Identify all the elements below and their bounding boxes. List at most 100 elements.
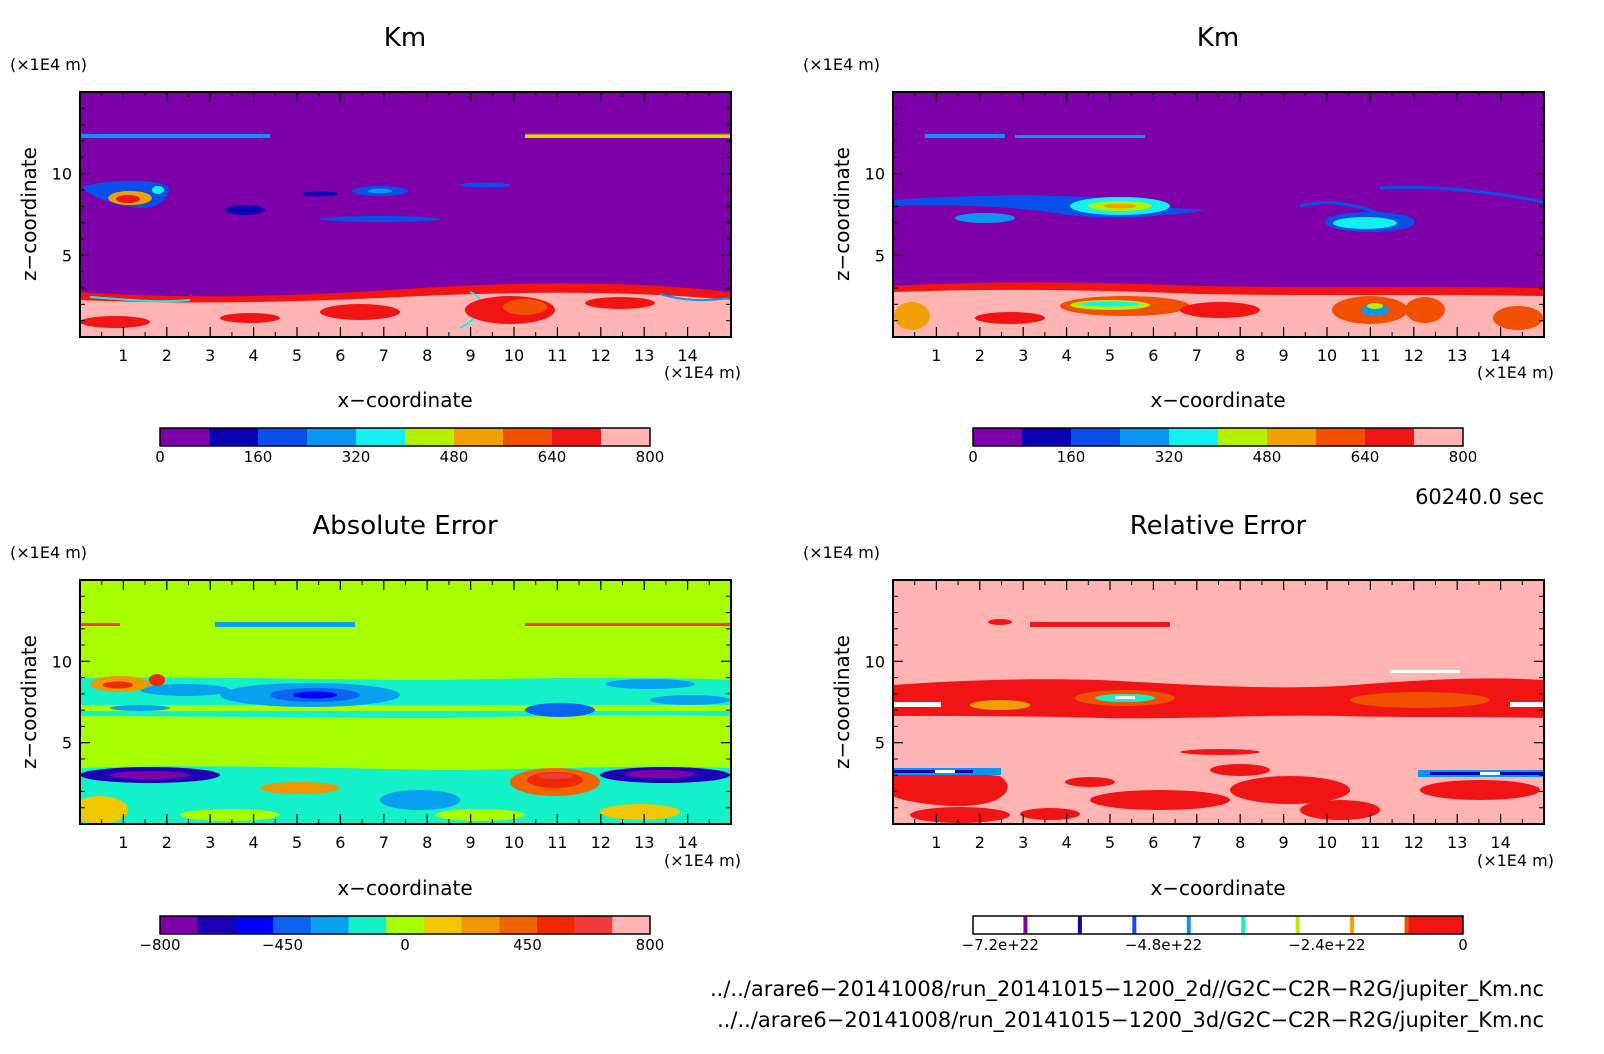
- x-tick-label: 1: [118, 833, 128, 852]
- colorbar-label: −7.2e+22: [962, 936, 1039, 954]
- field-band: [525, 133, 731, 135]
- field-blob: [955, 213, 1015, 223]
- field-blob: [910, 807, 1010, 823]
- field-band: [80, 705, 731, 711]
- field-blob: [116, 195, 140, 203]
- x-tick-label: 10: [504, 833, 524, 852]
- y-unit-label: (×1E4 m): [10, 55, 87, 74]
- x-tick-label: 13: [1447, 346, 1467, 365]
- y-unit-label: (×1E4 m): [803, 543, 880, 562]
- colorbar-swatch: [310, 916, 349, 934]
- x-tick-label: 3: [205, 833, 215, 852]
- field-blob: [625, 770, 695, 778]
- colorbar-swatch: [307, 428, 357, 446]
- field-blob: [1405, 297, 1445, 323]
- x-tick-label: 4: [249, 346, 259, 365]
- file-path-3d: ../../arare6−20141008/run_20141015−1200_…: [717, 1008, 1544, 1033]
- field-band: [893, 770, 973, 773]
- colorbar-swatch: [1241, 916, 1247, 934]
- field-blob: [110, 705, 170, 711]
- colorbar-swatch: [612, 916, 651, 934]
- colorbar-label: 800: [636, 936, 665, 954]
- field-blob: [152, 186, 164, 194]
- field-contour: [1379, 186, 1544, 204]
- field-blob: [503, 299, 547, 315]
- field-blob: [988, 619, 1012, 625]
- field-blob: [1065, 777, 1115, 787]
- x-axis-label: x−coordinate: [337, 876, 472, 900]
- y-tick-label: 5: [62, 246, 72, 265]
- y-axis-label: z−coordinate: [830, 147, 854, 281]
- panel-title: Relative Error: [1130, 511, 1307, 541]
- x-tick-label: 2: [975, 346, 985, 365]
- colorbar-swatch: [1081, 916, 1137, 934]
- x-tick-label: 10: [1317, 346, 1337, 365]
- y-tick-label: 5: [62, 734, 72, 753]
- field-blob: [893, 768, 1008, 807]
- y-axis-label: z−coordinate: [830, 635, 854, 769]
- colorbar-label: 320: [342, 448, 371, 466]
- field-blob: [1367, 303, 1383, 309]
- x-tick-label: 4: [1062, 833, 1072, 852]
- heatmap-km-3d: [893, 92, 1544, 337]
- x-tick-label: 14: [1490, 833, 1510, 852]
- panel-km-3d: Km (×1E4 m) z−coordinate: [803, 23, 1554, 466]
- colorbar-swatch: [160, 428, 210, 446]
- field-band: [1480, 772, 1500, 775]
- field-blob: [225, 205, 265, 215]
- field-blob: [1230, 776, 1350, 804]
- y-axis-label: z−coordinate: [17, 147, 41, 281]
- x-tick-label: 6: [335, 346, 345, 365]
- x-tick-label: 7: [379, 833, 389, 852]
- x-tick-label: 11: [547, 833, 567, 852]
- x-tick-label: 8: [1235, 833, 1245, 852]
- colorbar-label: 480: [440, 448, 469, 466]
- colorbar-swatch: [973, 916, 1028, 934]
- colorbar-label: −800: [139, 936, 180, 954]
- field-band: [80, 623, 120, 626]
- field-contour: [89, 296, 191, 303]
- field-blob: [1180, 302, 1260, 318]
- colorbar-swatch: [160, 916, 199, 934]
- panel-title: Km: [1197, 23, 1239, 53]
- panel-title: Km: [384, 23, 426, 53]
- field-blob: [600, 804, 680, 820]
- x-tick-label: 8: [422, 833, 432, 852]
- colorbar-label: 450: [513, 936, 542, 954]
- field-blob: [293, 691, 337, 699]
- field-blob: [149, 674, 165, 686]
- y-tick-label: 5: [875, 246, 885, 265]
- field-blob: [80, 316, 150, 328]
- field-blob: [220, 313, 280, 323]
- colorbar: 0 160 320 480 640 800: [155, 427, 664, 466]
- field-blob: [650, 695, 730, 705]
- colorbar-swatch: [1136, 916, 1191, 934]
- x-tick-label: 7: [1192, 833, 1202, 852]
- colorbar-label: −4.8e+22: [1125, 936, 1202, 954]
- colorbar-swatch: [461, 916, 500, 934]
- colorbar-label: −2.4e+22: [1288, 936, 1365, 954]
- file-path-2d: ../../arare6−20141008/run_20141015−1200_…: [710, 977, 1544, 1002]
- field-blob: [1104, 203, 1136, 209]
- y-tick-label: 10: [52, 652, 72, 671]
- field-blob: [180, 809, 280, 821]
- x-tick-label: 5: [292, 346, 302, 365]
- x-tick-label: 11: [547, 346, 567, 365]
- colorbar-swatch: [1299, 916, 1355, 934]
- x-tick-label: 4: [1062, 346, 1072, 365]
- panel-title: Absolute Error: [312, 511, 498, 541]
- x-tick-label: 2: [975, 833, 985, 852]
- colorbar-swatch: [1316, 428, 1366, 446]
- x-tick-label: 13: [634, 833, 654, 852]
- colorbar-swatch: [209, 428, 259, 446]
- colorbar-swatch: [348, 916, 387, 934]
- heatmap-km-2d: [80, 92, 731, 337]
- field-contour: [1299, 201, 1381, 216]
- colorbar-swatch: [1408, 916, 1463, 934]
- x-tick-label: 5: [292, 833, 302, 852]
- field-contour: [659, 293, 731, 302]
- x-tick-label: 9: [1279, 346, 1289, 365]
- field-band: [893, 678, 1544, 719]
- x-tick-label: 12: [591, 346, 611, 365]
